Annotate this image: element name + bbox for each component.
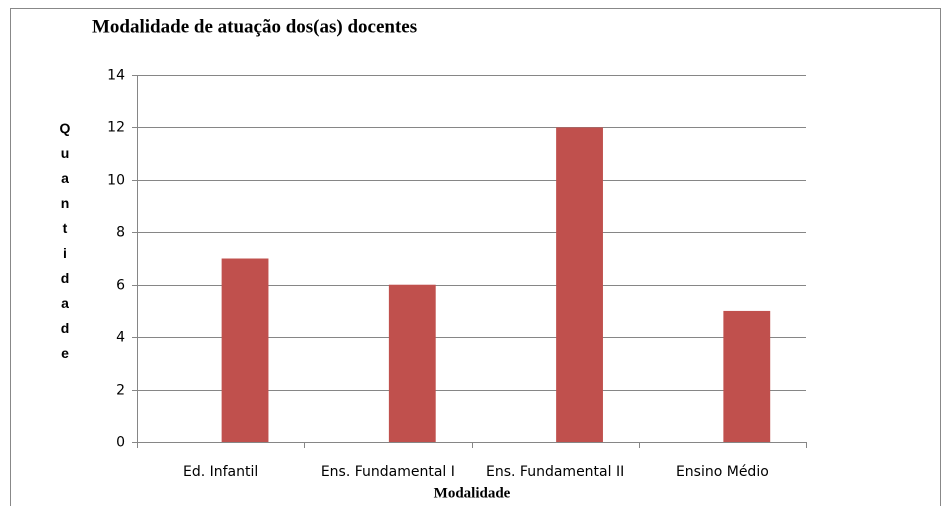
bar [723, 310, 771, 442]
bar [221, 258, 269, 442]
x-tick-label: Ensino Médio [676, 464, 769, 480]
chart-title: Modalidade de atuação dos(as) docentes [92, 16, 417, 37]
y-tick-label: 12 [107, 120, 125, 136]
x-tick-label: Ens. Fundamental II [486, 464, 624, 480]
y-tick-label: 2 [116, 383, 125, 399]
y-tick-label: 0 [116, 435, 125, 451]
bar [388, 284, 436, 442]
y-tick-label: 6 [116, 278, 125, 294]
y-tick-label: 4 [116, 330, 125, 346]
x-tick-label: Ens. Fundamental I [321, 464, 455, 480]
chart-frame [10, 8, 941, 506]
y-tick-label: 10 [107, 173, 125, 189]
bar [556, 127, 603, 442]
y-axis-label: Quantidade [57, 120, 73, 370]
x-tick-label: Ed. Infantil [183, 464, 258, 480]
y-tick-label: 8 [116, 225, 125, 241]
x-axis-label: Modalidade [434, 485, 511, 501]
y-tick-label: 14 [107, 68, 125, 84]
